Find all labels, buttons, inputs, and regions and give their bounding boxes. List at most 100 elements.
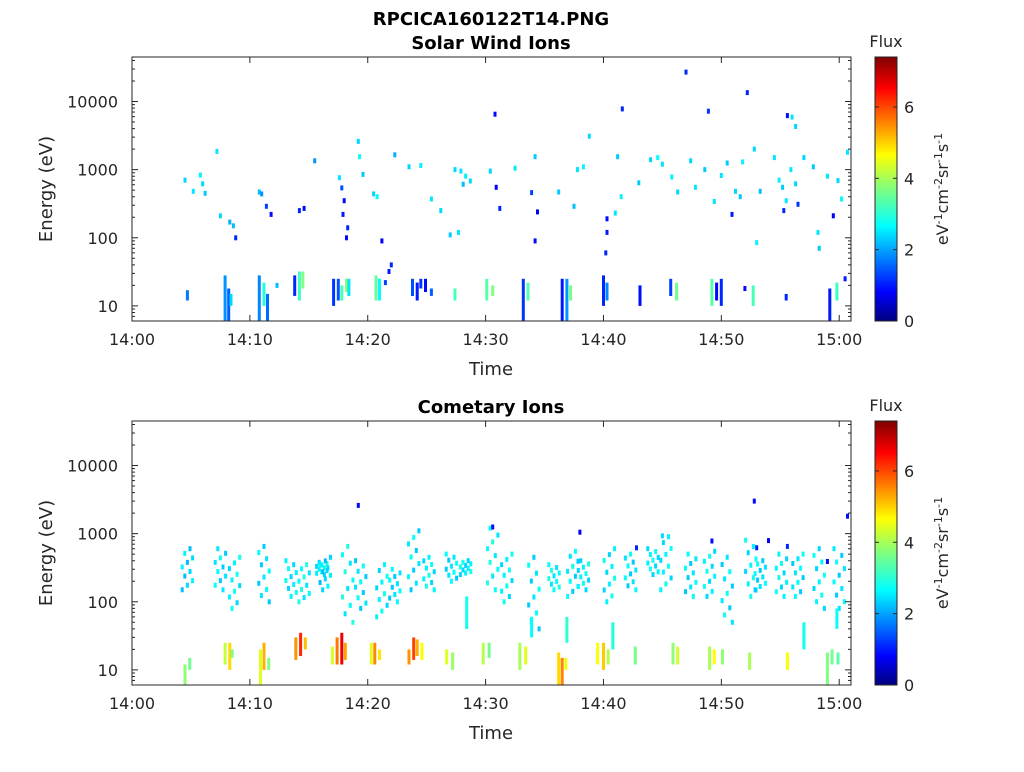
heatmap-cell [794,181,798,187]
heatmap-cell [358,154,361,160]
heatmap-column [257,275,261,321]
heatmap-cell [342,198,346,204]
heatmap-cell [725,554,729,560]
heatmap-cell [318,562,322,567]
heatmap-cell [452,569,456,575]
heatmap-cell [708,553,712,559]
heatmap-cell [493,111,497,117]
x-tick-label: 15:00 [816,694,862,713]
heatmap-column [671,642,675,665]
heatmap-cell [414,548,418,553]
heatmap-cell [449,563,453,569]
plot-area [132,57,851,321]
heatmap-cell [581,164,585,170]
heatmap-cell [259,562,263,568]
heatmap-cell [390,566,394,572]
heatmap-cell [706,108,710,114]
y-tick-label: 10 [98,297,118,316]
heatmap-cell [183,177,187,183]
heatmap-cell [659,557,663,563]
heatmap-cell [488,559,492,565]
heatmap-cell [822,572,826,578]
heatmap-cell [427,554,431,560]
heatmap-cell [259,593,263,599]
heatmap-cell [789,167,793,173]
heatmap-cell [547,562,551,568]
heatmap-column [340,285,344,301]
heatmap-cell [605,569,609,575]
heatmap-cell [801,575,805,581]
heatmap-cell [532,554,536,560]
x-tick-label: 14:00 [109,330,155,349]
heatmap-column [465,596,469,629]
heatmap-column [336,278,340,301]
heatmap-cell [710,538,714,544]
heatmap-cell [691,570,695,576]
heatmap-cell [429,196,433,202]
heatmap-cell [605,229,609,235]
heatmap-cell [694,556,698,562]
heatmap-cell [689,561,693,566]
heatmap-cell [581,564,585,570]
heatmap-cell [793,570,797,576]
colorbar-tick-label: 2 [904,241,914,260]
heatmap-cell [185,582,189,588]
heatmap-cell [313,158,317,164]
heatmap-cell [533,154,537,160]
heatmap-cell [203,190,207,196]
heatmap-cell [623,575,627,581]
heatmap-cell [221,564,225,570]
plot-frame [131,420,852,686]
heatmap-cell [486,546,489,552]
x-axis-label: Time [468,359,513,380]
heatmap-column [676,646,680,665]
colorbar [874,56,898,322]
heatmap-column [299,632,303,656]
heatmap-cell [555,565,559,570]
heatmap-column [347,278,351,296]
heatmap-cell [837,605,841,611]
heatmap-column [557,652,561,685]
heatmap-cell [510,578,514,584]
heatmap-cell [785,113,789,119]
heatmap-cell [375,585,379,591]
heatmap-cell [513,165,517,171]
heatmap-cell [238,554,242,560]
heatmap-cell [817,579,821,585]
heatmap-cell [398,588,402,594]
heatmap-cell [744,568,748,574]
heatmap-cell [380,608,384,614]
heatmap-cell [390,584,394,590]
heatmap-column [521,278,525,321]
heatmap-cell [710,563,714,569]
heatmap-cell [634,587,638,593]
heatmap-cell [686,551,690,557]
heatmap-cell [635,545,638,551]
heatmap-column [751,285,755,306]
axes: 14:00 14:10 14:20 14:30 14:40 14:50 15:00 10 100… [67,421,862,713]
heatmap-column [228,642,232,670]
heatmap-cell [320,562,324,568]
heatmap-cell [351,619,355,625]
heatmap-cell [359,605,363,611]
heatmap-cell [613,210,617,216]
heatmap-cell [754,556,758,562]
heatmap-column [445,649,449,665]
heatmap-cell [631,579,635,585]
heatmap-cell [393,592,397,597]
heatmap-cell [811,164,815,170]
heatmap-cell [817,245,821,251]
heatmap-cell [799,565,803,571]
heatmap-cell [233,560,236,566]
heatmap-cell [469,569,473,575]
heatmap-cell [702,558,706,564]
heatmap-cell [377,568,381,573]
heatmap-column [415,639,419,656]
colorbar-tick-label: 2 [904,605,914,624]
heatmap-column [825,652,829,685]
y-axis-label: Energy (eV) [36,136,57,242]
heatmap-cell [784,198,788,204]
heatmap-column [785,652,789,670]
heatmap-cell [791,584,795,590]
